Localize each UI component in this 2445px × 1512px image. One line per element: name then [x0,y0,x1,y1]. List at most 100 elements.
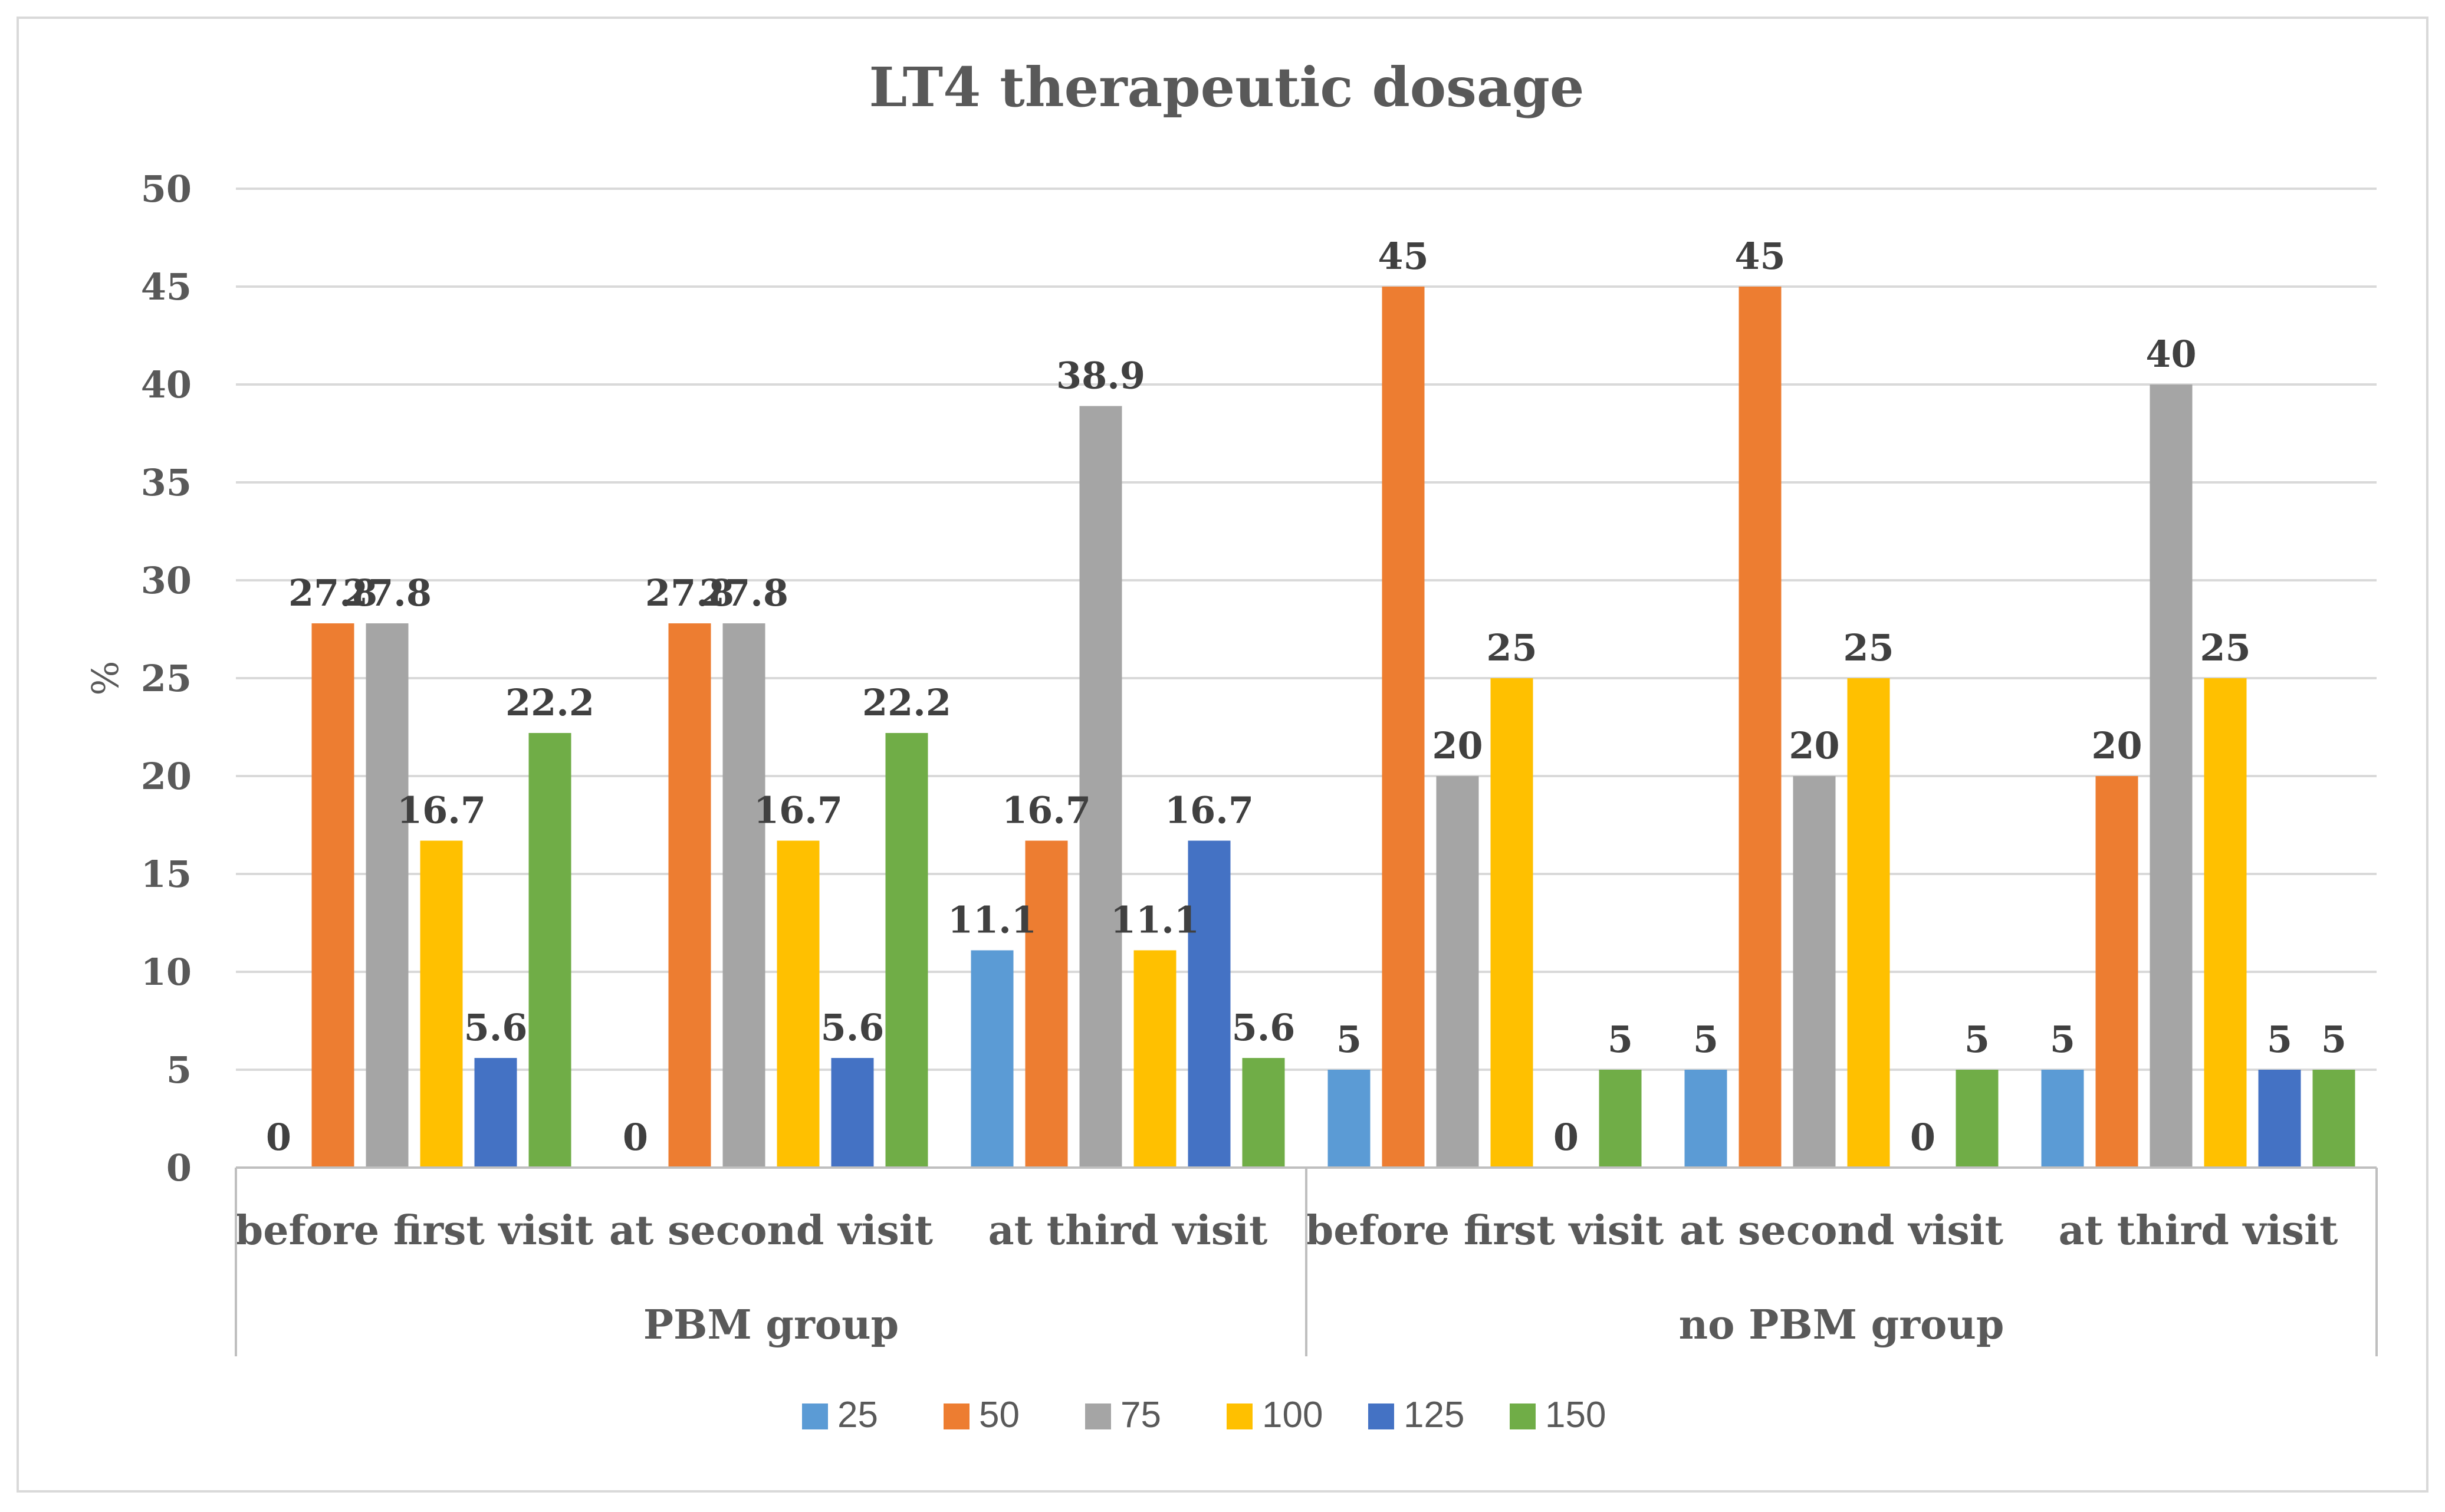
legend-label: 75 [1120,1395,1161,1435]
y-tick-label: 5 [166,1048,192,1092]
y-tick-label: 10 [141,951,192,994]
legend-label: 150 [1545,1395,1606,1435]
gridlines [236,188,2377,1071]
chart-frame [17,17,2428,1493]
bar [1079,406,1122,1168]
legend: 25 50 75 100 125 150 [802,1395,1606,1435]
data-label: 27.8 [343,571,432,614]
data-label: 25 [1843,626,1894,669]
legend-label: 100 [1262,1395,1323,1435]
data-label: 45 [1734,235,1785,278]
bar [1956,1070,1999,1168]
y-tick-label: 50 [141,167,192,211]
data-label: 38.9 [1056,354,1145,397]
bar [885,732,928,1168]
legend-label: 125 [1404,1395,1464,1435]
data-label: 5 [1336,1018,1362,1061]
y-tick-label: 35 [141,461,192,504]
y-axis-label: % [84,661,127,696]
data-labels: 027.827.816.75.622.2027.827.816.75.622.2… [266,235,2347,1159]
data-label: 5.6 [821,1006,885,1049]
group-label: PBM group [643,1301,899,1349]
data-label: 5 [2050,1018,2075,1061]
data-label: 5 [1608,1018,1633,1061]
bar [1436,776,1479,1168]
x-tick-label: at third visit [2059,1207,2338,1254]
legend-swatch [1227,1403,1253,1429]
x-tick-label: before first visit [1306,1207,1664,1254]
bars [311,287,2355,1168]
bar [1599,1070,1642,1168]
data-label: 16.7 [1165,789,1254,832]
bar [2095,776,2138,1168]
legend-label: 50 [979,1395,1020,1435]
bar [1025,840,1068,1168]
bar [2204,678,2247,1168]
bar [1490,678,1533,1168]
bar [2312,1070,2355,1168]
data-label: 0 [623,1116,648,1159]
data-label: 11.1 [948,898,1037,941]
data-label: 5 [2321,1018,2347,1061]
bar [366,623,409,1168]
data-label: 5 [2267,1018,2292,1061]
y-tick-label: 25 [141,657,192,700]
bar [722,623,765,1168]
y-tick-label: 40 [141,363,192,406]
data-label: 27.8 [288,571,377,614]
data-label: 5.6 [464,1006,528,1049]
data-label: 25 [2200,626,2250,669]
bar [2258,1070,2301,1168]
data-label: 0 [1910,1116,1935,1159]
data-label: 20 [1789,724,1839,767]
data-label: 5.6 [1232,1006,1296,1049]
data-label: 22.2 [862,681,951,724]
legend-swatch [802,1403,828,1429]
bar [668,623,711,1168]
y-tick-label: 45 [141,265,192,308]
data-label: 5 [1964,1018,1990,1061]
bar [1242,1058,1285,1168]
group-label: no PBM group [1679,1301,2004,1349]
bar [528,732,571,1168]
x-tick-label: at third visit [988,1207,1268,1254]
bar [474,1058,517,1168]
data-label: 16.7 [397,789,486,832]
data-label: 20 [1432,724,1483,767]
bar [1739,287,1782,1168]
bar [1684,1070,1727,1168]
bar [971,950,1014,1168]
data-label: 45 [1378,235,1428,278]
bar [2150,384,2193,1168]
data-label: 16.7 [754,789,843,832]
bar [1847,678,1890,1168]
bar [1382,287,1425,1168]
data-label: 0 [266,1116,291,1159]
bar [831,1058,874,1168]
legend-label: 25 [837,1395,878,1435]
x-tick-label: at second visit [609,1207,934,1254]
chart-title: LT4 therapeutic dosage [869,55,1585,119]
bar [1188,840,1231,1168]
y-tick-label: 0 [166,1146,192,1189]
data-label: 0 [1553,1116,1579,1159]
legend-swatch [1085,1403,1111,1429]
data-label: 20 [2091,724,2142,767]
bar [2041,1070,2084,1168]
data-label: 22.2 [505,681,594,724]
bar [777,840,820,1168]
legend-swatch [1368,1403,1394,1429]
bar [1327,1070,1371,1168]
data-label: 5 [1693,1018,1718,1061]
data-label: 11.1 [1110,898,1200,941]
bar [1133,950,1177,1168]
x-tick-label: before first visit [235,1207,594,1254]
data-label: 16.7 [1002,789,1091,832]
bar [1793,776,1836,1168]
data-label: 25 [1486,626,1537,669]
y-tick-label: 30 [141,559,192,602]
data-label: 40 [2145,333,2196,376]
